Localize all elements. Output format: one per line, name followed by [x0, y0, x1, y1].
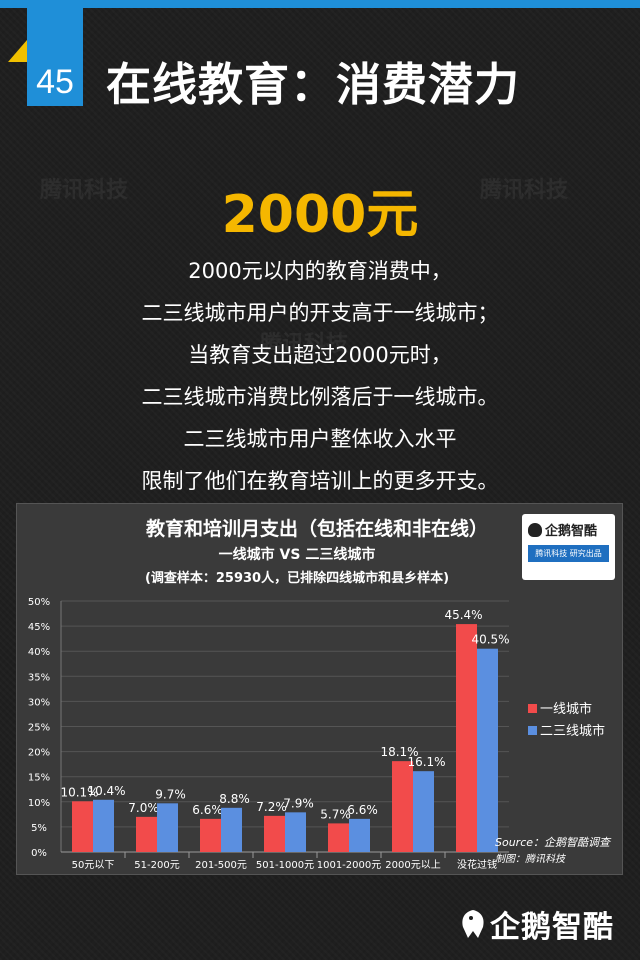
- penguin-icon: [462, 910, 484, 938]
- footer-logo: 企鹅智酷: [460, 902, 614, 946]
- y-tick-label: 0%: [31, 848, 47, 859]
- data-label: 10.1%: [60, 785, 98, 799]
- x-tick-label: 1001-2000元: [317, 860, 382, 871]
- legend-swatch: [528, 704, 537, 713]
- watermark: 腾讯科技: [260, 332, 349, 357]
- bar-tier23: [349, 818, 370, 852]
- legend-label: 二三线城市: [540, 723, 605, 739]
- summary-line: 二三线城市用户的开支高于一线城市；: [141, 301, 499, 325]
- y-tick-label: 25%: [28, 723, 50, 734]
- x-tick-label: 51-200元: [134, 860, 179, 871]
- data-label: 7.0%: [128, 801, 159, 815]
- data-label: 16.1%: [407, 755, 445, 769]
- bar-tier23: [93, 799, 114, 852]
- x-tick-label: 没花过钱: [457, 858, 497, 871]
- page-number: 45: [36, 63, 74, 101]
- watermark: 腾讯科技: [40, 178, 129, 203]
- x-tick-label: 2000元以上: [385, 859, 440, 871]
- y-tick-label: 15%: [28, 773, 50, 784]
- y-tick-label: 10%: [28, 798, 50, 809]
- source-text: Source：企鹅智酷调查: [495, 836, 612, 849]
- summary-line: 二三线城市消费比例落后于一线城市。: [141, 385, 499, 409]
- watermark: 腾讯科技: [480, 178, 569, 203]
- top-accent-bar: [0, 0, 640, 8]
- data-label: 5.7%: [320, 807, 351, 821]
- data-label: 8.8%: [219, 792, 250, 806]
- chart-panel: 0% 5% 10% 15% 20% 25% 30% 35% 40% 45% 50% 50元以下 10.1…: [16, 503, 623, 875]
- chart-title: 教育和培训月支出（包括在线和非在线）: [145, 518, 488, 540]
- footer-logo-text: 企鹅智酷: [490, 910, 614, 945]
- bar-tier1: [392, 761, 413, 852]
- data-label: 18.1%: [380, 745, 418, 759]
- bar-tier23: [285, 812, 306, 852]
- summary-line: 2000元以内的教育消费中，: [188, 259, 452, 283]
- data-label: 7.9%: [283, 796, 314, 810]
- bar-tier1: [264, 815, 285, 852]
- bar-tier1: [200, 818, 221, 852]
- chart-subtitle: 一线城市 VS 二三线城市: [218, 547, 376, 563]
- y-tick-label: 35%: [28, 672, 50, 683]
- y-tick-label: 40%: [28, 647, 50, 658]
- page-number-tab: 45: [27, 8, 83, 106]
- data-label: 10.4%: [87, 784, 125, 798]
- badge-strip: 腾讯科技 研究出品: [528, 545, 609, 562]
- x-tick-label: 50元以下: [72, 860, 115, 871]
- brand-badge: 企鹅智酷 腾讯科技 研究出品: [522, 514, 615, 580]
- bar-chart: 0% 5% 10% 15% 20% 25% 30% 35% 40% 45% 50% 50元以下 10.1…: [28, 597, 612, 871]
- summary-text: 2000元以内的教育消费中， 二三线城市用户的开支高于一线城市； 当教育支出超过…: [0, 250, 640, 502]
- bar-tier23: [413, 771, 434, 852]
- penguin-icon: [528, 523, 542, 537]
- x-tick-label: 501-1000元: [256, 860, 314, 871]
- bar-tier1: [328, 823, 349, 852]
- page-title: 在线教育：消费潜力: [106, 58, 521, 111]
- data-label: 7.2%: [256, 800, 287, 814]
- data-label: 45.4%: [444, 608, 482, 622]
- data-label: 40.5%: [471, 633, 509, 647]
- legend-swatch: [528, 726, 537, 735]
- bar-tier1: [456, 624, 477, 852]
- bar-tier23: [157, 803, 178, 852]
- bar-tier1: [72, 801, 93, 852]
- data-label: 6.6%: [347, 803, 378, 817]
- data-label: 6.6%: [192, 803, 223, 817]
- legend-label: 一线城市: [540, 701, 592, 717]
- y-tick-label: 5%: [31, 823, 47, 834]
- corner-accent: [8, 40, 27, 62]
- chart-note: (调查样本：25930人，已排除四线城市和县乡样本): [144, 571, 450, 586]
- data-label: 9.7%: [155, 787, 186, 801]
- y-tick-label: 30%: [28, 697, 50, 708]
- credit-text: 制图：腾讯科技: [495, 853, 567, 865]
- y-tick-label: 20%: [28, 748, 50, 759]
- highlight-figure: 2000元: [221, 185, 419, 245]
- summary-line: 当教育支出超过2000元时，: [188, 343, 452, 367]
- bar-tier1: [136, 816, 157, 852]
- y-tick-label: 50%: [28, 597, 50, 608]
- summary-line: 限制了他们在教育培训上的更多开支。: [141, 469, 499, 493]
- summary-line: 二三线城市用户整体收入水平: [183, 427, 457, 451]
- bar-tier23: [477, 648, 498, 852]
- x-tick-label: 201-500元: [195, 860, 247, 871]
- badge-brand: 企鹅智酷: [528, 520, 609, 539]
- bar-tier23: [221, 807, 242, 852]
- y-tick-label: 45%: [28, 622, 50, 633]
